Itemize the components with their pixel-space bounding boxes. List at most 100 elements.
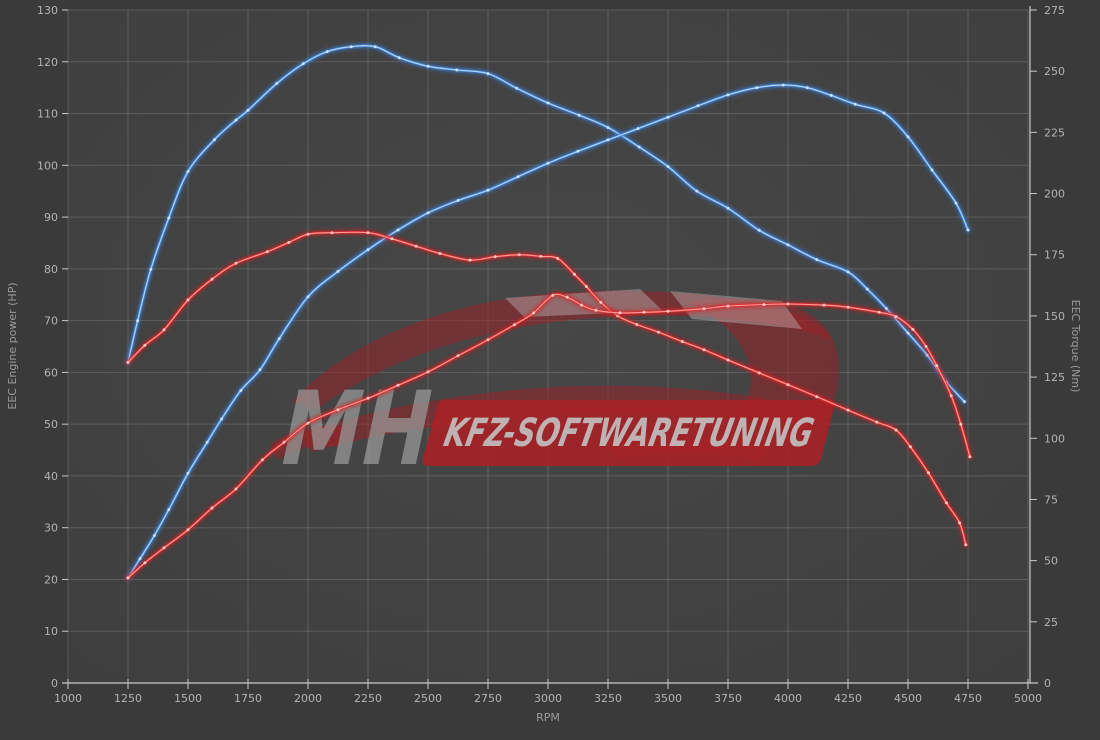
data-point-marker [277,337,281,341]
y-left-tick-label: 60 [44,366,58,379]
data-point-marker [584,285,588,288]
y-left-tick-label: 10 [44,625,58,638]
data-point-marker [726,304,730,308]
data-point-marker [426,64,430,68]
data-point-marker [786,383,790,387]
data-point-marker [822,303,826,307]
grid-layer [67,9,1029,684]
data-point-marker [606,126,610,129]
data-point-marker [757,371,761,375]
data-point-marker [815,258,819,262]
data-point-marker [911,327,915,331]
data-point-marker [426,211,430,215]
data-point-marker [594,308,598,312]
data-point-marker [908,445,912,449]
data-point-marker [666,165,670,169]
data-point-marker [486,72,490,76]
data-point-marker [306,295,310,299]
data-point-marker [635,323,639,326]
data-point-marker [966,228,970,232]
data-point-marker [486,188,490,192]
x-tick-label: 1000 [54,692,82,705]
y-right-tick-label: 250 [1044,65,1065,78]
data-point-marker [396,383,400,387]
data-point-marker [396,228,400,232]
data-point-marker [438,252,442,255]
data-point-marker [366,231,370,235]
y-right-tick-label: 100 [1044,432,1065,445]
data-point-marker [666,115,670,119]
data-point-marker [829,93,833,97]
data-point-marker [726,206,730,210]
data-point-marker [336,269,340,273]
data-point-marker [616,314,620,318]
data-point-marker [964,543,968,547]
data-point-marker [234,487,238,491]
data-point-marker [618,311,622,315]
data-point-marker [577,113,581,117]
data-point-marker [930,168,934,172]
data-point-marker [565,295,569,299]
data-point-marker [539,254,543,258]
x-tick-label: 3500 [654,692,682,705]
data-point-marker [805,86,809,90]
data-point-marker [532,311,536,315]
data-point-marker [301,62,305,66]
data-point-marker [246,108,250,112]
y-left-tick-label: 20 [44,573,58,586]
data-point-marker [186,471,190,475]
data-point-marker [516,175,520,179]
data-point-marker [167,216,171,220]
data-point-marker [287,241,291,244]
y-right-tick-label: 275 [1044,4,1065,17]
y-right-tick-label: 75 [1044,493,1058,506]
data-point-marker [959,422,963,426]
data-point-marker [330,231,334,235]
y-left-tick-label: 130 [37,4,58,17]
data-point-marker [894,428,898,432]
x-tick-label: 2750 [474,692,502,705]
data-point-marker [515,86,519,90]
data-point-marker [958,521,962,525]
data-point-marker [138,557,142,561]
data-point-marker [906,135,910,139]
y-right-tick-label: 25 [1044,616,1058,629]
data-point-marker [186,528,190,532]
data-point-marker [414,244,418,248]
car-silhouette-roof [292,290,830,410]
data-point-marker [397,56,401,60]
x-tick-label: 4750 [954,692,982,705]
data-point-marker [220,417,224,421]
y-left-tick-label: 50 [44,418,58,431]
watermark-logo: MH KFZ-SOFTWARETUNING [270,289,839,489]
data-point-marker [924,345,928,348]
data-point-marker [306,232,310,236]
data-point-marker [143,343,147,347]
y-left-tick-label: 120 [37,56,58,69]
left-axis-title: EEC Engine power (HP) [6,282,19,409]
data-point-marker [126,576,130,580]
data-point-marker [968,455,972,459]
data-point-marker [162,546,166,550]
data-point-marker [572,272,576,276]
data-point-marker [456,354,460,358]
x-tick-label: 5000 [1014,692,1042,705]
data-point-marker [962,400,966,404]
y-left-tick-label: 0 [51,677,58,690]
data-point-marker [349,45,353,49]
watermark-band [422,400,835,466]
axes-layer: 1000 1250 1500 1750 2000 2250 2500 2750 3000 3250… [37,4,1065,705]
data-point-marker [599,300,603,304]
data-point-marker [186,170,190,173]
x-tick-label: 2250 [354,692,382,705]
x-tick-label: 1500 [174,692,202,705]
data-point-marker [781,83,785,87]
data-point-marker [306,421,310,425]
data-point-marker [815,395,819,399]
data-point-marker [666,309,670,313]
data-point-marker [546,101,550,105]
data-point-marker [755,86,759,90]
data-point-marker [162,328,166,332]
y-right-tick-label: 175 [1044,249,1065,262]
y-left-tick-label: 80 [44,263,58,276]
